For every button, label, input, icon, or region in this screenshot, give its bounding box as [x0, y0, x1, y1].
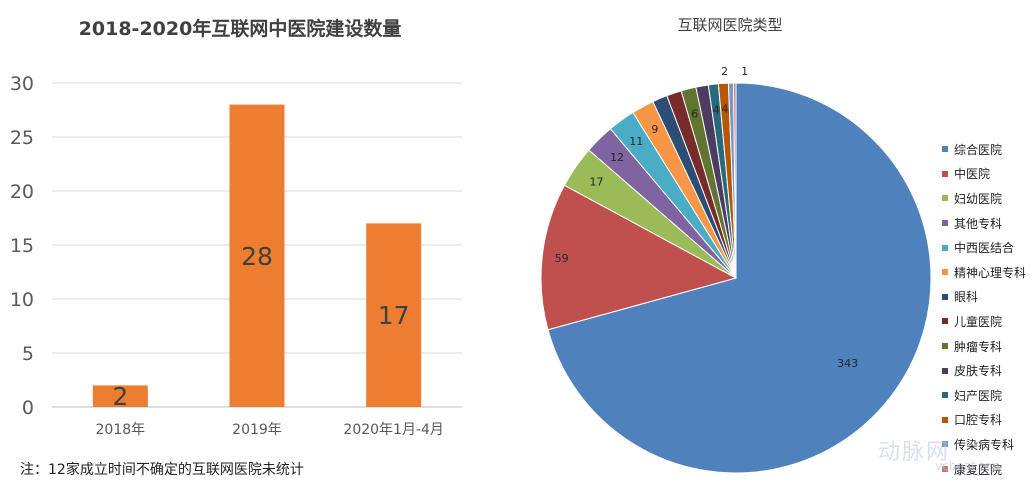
y-tick-label: 20	[10, 181, 34, 203]
legend-item: 中西医结合	[942, 235, 1032, 260]
legend-label: 精神心理专科	[954, 265, 1027, 280]
pie-value-label: 11	[629, 135, 643, 148]
y-tick-label: 30	[10, 73, 34, 95]
legend-label: 肿瘤专科	[954, 339, 1003, 354]
legend-swatch	[942, 244, 948, 251]
bar-chart-title: 2018-2020年互联网中医院建设数量	[78, 18, 402, 40]
legend-label: 口腔专科	[954, 413, 1003, 428]
pie-value-label: 343	[837, 357, 858, 370]
legend-item: 儿童医院	[942, 309, 1032, 334]
legend-item: 肿瘤专科	[942, 334, 1032, 359]
legend-swatch	[942, 392, 948, 399]
y-tick-label: 5	[22, 343, 34, 365]
legend-label: 皮肤专科	[954, 364, 1003, 379]
legend-item: 传染病专科	[942, 432, 1032, 457]
legend-item: 妇幼医院	[942, 186, 1032, 211]
legend-item: 皮肤专科	[942, 358, 1032, 383]
watermark-logo: 动脉网	[878, 440, 951, 465]
legend-swatch	[942, 269, 948, 276]
pie-slice	[547, 82, 932, 474]
bar-value-label: 2	[112, 382, 128, 411]
x-tick-label: 2018年	[96, 422, 146, 438]
legend-swatch	[942, 367, 948, 374]
legend-label: 中西医结合	[954, 241, 1015, 256]
legend-item: 眼科	[942, 285, 1032, 310]
pie-legend: 综合医院中医院妇幼医院其他专科中西医结合精神心理专科 眼科儿童医院肿瘤专科皮肤专科…	[942, 137, 1032, 481]
legend-label: 其他专科	[954, 216, 1003, 231]
legend-label: 中医院	[954, 167, 991, 182]
pie-chart-title: 互联网医院类型	[677, 16, 783, 34]
pie-value-label: 12	[610, 151, 624, 164]
legend-label: 妇幼医院	[954, 191, 1003, 206]
y-tick-label: 10	[10, 289, 34, 311]
legend-label: 妇产医院	[954, 388, 1003, 403]
pie-value-label: 9	[651, 123, 658, 136]
bar	[229, 104, 285, 407]
legend-item: 口腔专科	[942, 408, 1032, 433]
legend-label: 眼科	[954, 290, 979, 305]
bar	[92, 385, 148, 407]
legend-item: 其他专科	[942, 211, 1032, 236]
watermark-url: vcbeat.top	[935, 459, 1000, 473]
legend-swatch	[942, 195, 948, 202]
legend-swatch	[942, 220, 948, 227]
legend-swatch	[942, 441, 948, 448]
pie-slice	[540, 184, 738, 331]
pie-value-label: 6	[691, 107, 698, 120]
footnote: 注：12家成立时间不确定的互联网医院未统计	[20, 462, 304, 478]
legend-label: 综合医院	[954, 142, 1003, 157]
legend-item: 精神心理专科	[942, 260, 1032, 285]
pie-value-label: 59	[555, 252, 569, 265]
legend-item: 综合医院	[942, 137, 1032, 162]
legend-swatch	[942, 343, 948, 350]
bar-value-label: 17	[378, 301, 410, 330]
pie-value-label: 4	[722, 103, 729, 116]
legend-label: 儿童医院	[954, 314, 1003, 329]
legend-item: 中医院	[942, 162, 1032, 187]
pie-value-label: 1	[741, 65, 748, 78]
pie-value-label: 2	[721, 65, 728, 78]
legend-swatch	[942, 293, 948, 300]
pie-value-label: 4	[713, 104, 720, 117]
bar-value-label: 28	[241, 242, 273, 271]
bar	[366, 223, 422, 407]
legend-item: 康复医院	[942, 457, 1032, 482]
x-tick-label: 2020年1月-4月	[343, 422, 444, 438]
legend-swatch	[942, 416, 948, 423]
legend-label: 康复医院	[954, 462, 1003, 477]
legend-swatch	[942, 146, 948, 153]
legend-swatch	[942, 318, 948, 325]
legend-label: 传染病专科	[954, 437, 1015, 452]
y-tick-label: 15	[10, 235, 34, 257]
y-tick-label: 0	[22, 397, 34, 419]
legend-item: 妇产医院	[942, 383, 1032, 408]
legend-swatch	[942, 170, 948, 177]
y-tick-label: 25	[10, 127, 34, 149]
legend-swatch	[942, 466, 948, 473]
pie-value-label: 17	[590, 175, 604, 188]
x-tick-label: 2019年	[232, 422, 282, 438]
pie-slice	[732, 82, 737, 279]
